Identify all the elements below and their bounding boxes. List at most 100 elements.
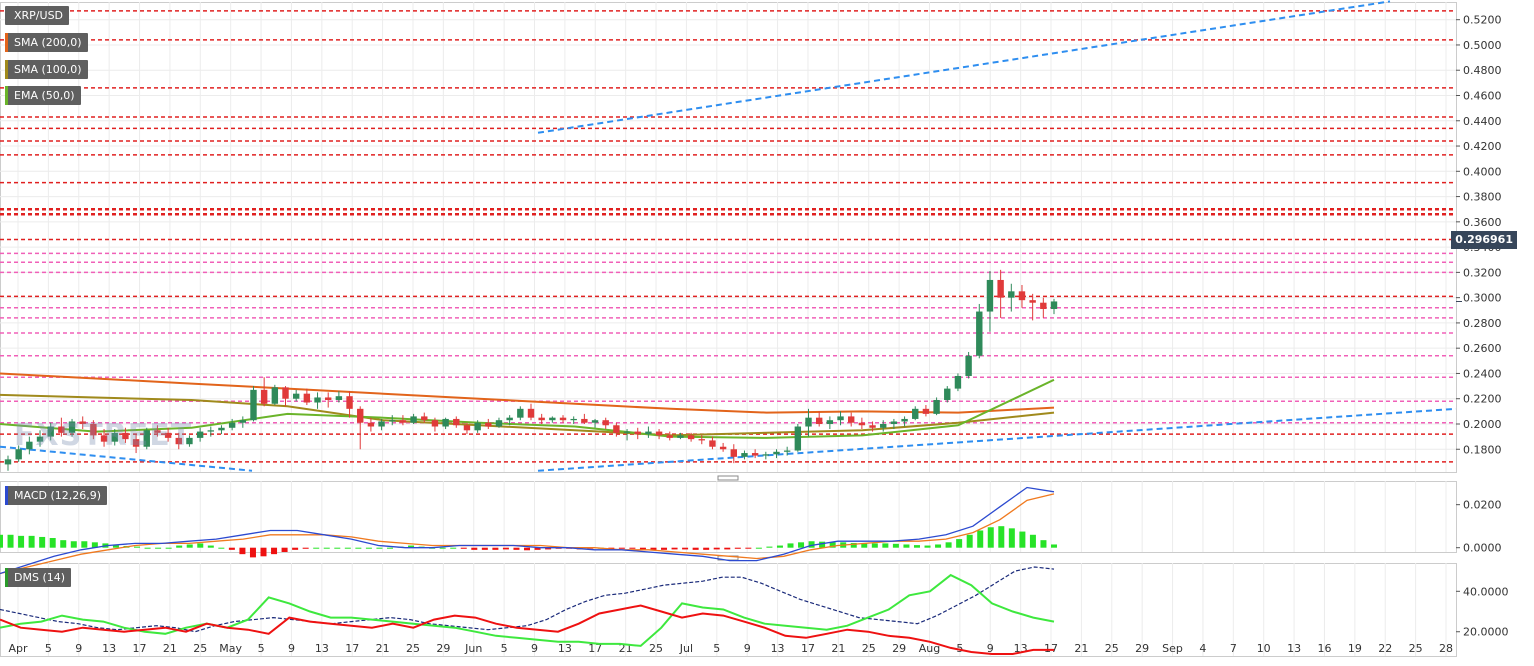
legend-macd[interactable]: MACD (12,26,9) bbox=[5, 486, 108, 505]
y-tick-label: 0.2000 bbox=[1463, 418, 1502, 431]
macd-histogram-bar bbox=[924, 545, 931, 548]
candle-body bbox=[880, 423, 887, 428]
x-tick-label: 25 bbox=[1105, 642, 1119, 655]
candle-body bbox=[175, 437, 182, 445]
legend-dms[interactable]: DMS (14) bbox=[5, 568, 72, 587]
candle-body bbox=[367, 422, 375, 427]
legend-ema50[interactable]: EMA (50,0) bbox=[5, 86, 81, 105]
candle-body bbox=[26, 441, 33, 450]
x-tick-label: 4 bbox=[1199, 642, 1206, 655]
macd-histogram-bar bbox=[724, 547, 731, 550]
x-tick-label: 7 bbox=[1230, 642, 1237, 655]
macd-y-tick-label: 0.0000 bbox=[1463, 542, 1502, 555]
macd-histogram-bar bbox=[39, 536, 46, 548]
x-tick-label: 19 bbox=[1348, 642, 1362, 655]
x-tick-label: 13 bbox=[1287, 642, 1301, 655]
macd-histogram-bar bbox=[755, 547, 762, 549]
candle-body bbox=[335, 396, 343, 400]
candle-body bbox=[218, 427, 225, 431]
macd-histogram-bar bbox=[945, 542, 952, 548]
candle-body bbox=[858, 422, 866, 426]
y-tick-label: 0.3000 bbox=[1463, 292, 1502, 305]
candle-body bbox=[442, 418, 449, 427]
macd-histogram-bar bbox=[734, 547, 741, 549]
candle-body bbox=[474, 422, 481, 431]
dms-y-tick-label: 20.0000 bbox=[1463, 626, 1509, 639]
candle-body bbox=[901, 418, 908, 422]
legend-sma200[interactable]: SMA (200,0) bbox=[5, 33, 88, 52]
candle-body bbox=[783, 450, 791, 452]
candle-body bbox=[100, 435, 108, 442]
macd-histogram-bar bbox=[892, 543, 899, 548]
candle-body bbox=[623, 431, 631, 433]
macd-histogram-bar bbox=[408, 545, 415, 548]
macd-histogram-bar bbox=[207, 545, 214, 548]
candle-body bbox=[751, 453, 759, 456]
candle-body bbox=[228, 422, 236, 428]
x-tick-label: 29 bbox=[892, 642, 906, 655]
candle-body bbox=[1040, 302, 1047, 310]
legend-sma100[interactable]: SMA (100,0) bbox=[5, 60, 88, 79]
legend-sma100-label: SMA (100,0) bbox=[14, 63, 82, 76]
macd-histogram-bar bbox=[650, 547, 657, 551]
candle-body bbox=[58, 426, 65, 433]
candle-body bbox=[837, 416, 844, 421]
x-tick-label: 13 bbox=[771, 642, 785, 655]
macd-histogram-bar bbox=[913, 545, 920, 548]
candle-body bbox=[1029, 300, 1036, 303]
y-tick-label: 0.2200 bbox=[1463, 393, 1502, 406]
candle-body bbox=[495, 420, 503, 427]
dms-minus-di-line bbox=[0, 604, 1054, 655]
macd-histogram-bar bbox=[871, 543, 878, 548]
macd-histogram-bar bbox=[629, 547, 636, 549]
candle-body bbox=[826, 420, 834, 424]
macd-histogram-bar bbox=[766, 546, 773, 548]
x-tick-label: 21 bbox=[376, 642, 390, 655]
candle-body bbox=[794, 426, 802, 451]
candle-body bbox=[549, 417, 556, 421]
macd-histogram-bar bbox=[861, 542, 868, 548]
macd-histogram-bar bbox=[1051, 544, 1057, 548]
macd-histogram-bar bbox=[502, 547, 509, 550]
dms-panel-frame bbox=[0, 563, 1457, 657]
macd-histogram-bar bbox=[228, 547, 235, 550]
x-tick-label: May bbox=[219, 642, 242, 655]
y-tick-label: 0.4800 bbox=[1463, 64, 1502, 77]
macd-histogram-bar bbox=[91, 542, 98, 548]
candle-body bbox=[4, 459, 12, 465]
x-tick-label: 5 bbox=[956, 642, 963, 655]
legend-title[interactable]: XRP/USD bbox=[5, 6, 70, 25]
macd-histogram-bar bbox=[323, 547, 330, 549]
macd-histogram-bar bbox=[81, 541, 88, 548]
candle-body bbox=[709, 440, 716, 447]
candle-body bbox=[1008, 291, 1015, 298]
candle-body bbox=[912, 408, 919, 419]
macd-histogram-bar bbox=[302, 547, 309, 549]
y-tick-label: 0.2600 bbox=[1463, 342, 1502, 355]
macd-histogram-bar bbox=[1029, 534, 1036, 548]
price-panel-frame bbox=[0, 2, 1457, 473]
macd-histogram-bar bbox=[7, 534, 14, 548]
macd-histogram-bar bbox=[112, 545, 119, 548]
macd-histogram-bar bbox=[239, 547, 246, 555]
candle-body bbox=[431, 420, 439, 427]
macd-line bbox=[0, 486, 1055, 575]
candle-body bbox=[602, 420, 609, 426]
macd-histogram-bar bbox=[365, 547, 372, 549]
x-tick-label: 13 bbox=[315, 642, 329, 655]
candle-body bbox=[325, 397, 332, 400]
macd-histogram-bar bbox=[49, 538, 56, 548]
candle-body bbox=[260, 389, 268, 404]
x-tick-label: 21 bbox=[1074, 642, 1088, 655]
macd-histogram-bar bbox=[798, 542, 805, 548]
macd-histogram-bar bbox=[70, 541, 77, 548]
downtrend-line-left bbox=[0, 445, 253, 472]
x-tick-label: 17 bbox=[588, 642, 602, 655]
macd-histogram-bar bbox=[292, 547, 299, 550]
candle-body bbox=[154, 430, 161, 433]
candle-body bbox=[111, 432, 118, 442]
x-tick-label: 13 bbox=[558, 642, 572, 655]
candle-body bbox=[463, 425, 471, 431]
macd-histogram-bar bbox=[460, 547, 467, 549]
sma100-line bbox=[0, 393, 1055, 437]
